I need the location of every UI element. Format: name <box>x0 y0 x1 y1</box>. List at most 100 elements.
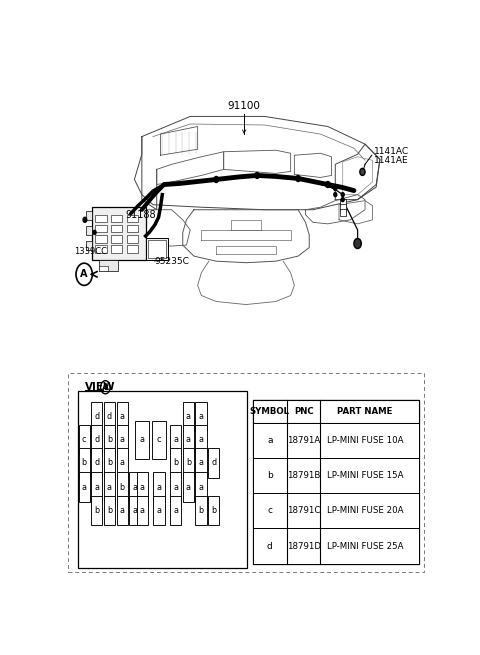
Text: SYMBOL: SYMBOL <box>250 407 290 416</box>
Circle shape <box>341 193 344 196</box>
Text: a: a <box>186 483 191 492</box>
FancyBboxPatch shape <box>104 472 115 502</box>
Text: 18791C: 18791C <box>287 506 320 515</box>
FancyBboxPatch shape <box>170 496 181 525</box>
Circle shape <box>296 176 300 181</box>
Text: a: a <box>132 483 137 492</box>
FancyBboxPatch shape <box>111 235 122 242</box>
FancyBboxPatch shape <box>91 402 102 431</box>
FancyBboxPatch shape <box>340 204 346 212</box>
FancyBboxPatch shape <box>117 402 128 431</box>
FancyBboxPatch shape <box>154 496 165 525</box>
FancyBboxPatch shape <box>96 235 107 242</box>
Text: a: a <box>199 458 204 468</box>
FancyBboxPatch shape <box>195 425 206 455</box>
Text: 18791A: 18791A <box>287 436 320 445</box>
Text: b: b <box>198 506 204 515</box>
FancyBboxPatch shape <box>99 266 108 271</box>
FancyBboxPatch shape <box>104 402 115 431</box>
Text: d: d <box>107 412 112 421</box>
FancyBboxPatch shape <box>86 226 92 235</box>
FancyBboxPatch shape <box>195 402 206 431</box>
FancyBboxPatch shape <box>170 425 181 455</box>
Text: a: a <box>156 506 161 515</box>
Text: b: b <box>82 458 87 468</box>
Circle shape <box>325 181 330 187</box>
Text: 91188: 91188 <box>125 210 156 220</box>
Text: 18791B: 18791B <box>287 471 320 480</box>
FancyBboxPatch shape <box>208 448 219 477</box>
FancyBboxPatch shape <box>91 472 102 502</box>
Text: a: a <box>199 412 204 421</box>
Text: 18791D: 18791D <box>287 542 321 551</box>
Text: a: a <box>120 506 125 515</box>
Text: c: c <box>267 506 272 515</box>
Text: a: a <box>82 483 87 492</box>
Text: b: b <box>94 506 99 515</box>
Text: a: a <box>173 506 178 515</box>
Text: a: a <box>120 458 125 468</box>
Circle shape <box>334 193 337 196</box>
FancyBboxPatch shape <box>129 496 140 525</box>
Text: b: b <box>107 458 112 468</box>
Text: PART NAME: PART NAME <box>337 407 393 416</box>
FancyBboxPatch shape <box>96 245 107 253</box>
Text: a: a <box>140 435 144 444</box>
FancyBboxPatch shape <box>117 448 128 477</box>
Text: a: a <box>156 483 161 492</box>
FancyBboxPatch shape <box>104 448 115 477</box>
FancyBboxPatch shape <box>117 472 128 502</box>
FancyBboxPatch shape <box>117 496 128 525</box>
FancyBboxPatch shape <box>170 472 181 502</box>
Text: b: b <box>173 458 178 468</box>
FancyBboxPatch shape <box>111 225 122 233</box>
Circle shape <box>354 238 361 248</box>
FancyBboxPatch shape <box>183 472 194 502</box>
Circle shape <box>214 176 218 183</box>
Text: A: A <box>102 383 109 392</box>
FancyBboxPatch shape <box>135 421 149 458</box>
Text: 1339CC: 1339CC <box>74 246 107 255</box>
FancyBboxPatch shape <box>208 496 219 525</box>
Circle shape <box>334 187 337 191</box>
Text: d: d <box>211 458 216 468</box>
FancyBboxPatch shape <box>183 402 194 431</box>
Text: 91100: 91100 <box>228 102 261 111</box>
Text: 1141AE: 1141AE <box>374 156 409 165</box>
Text: d: d <box>94 412 99 421</box>
FancyBboxPatch shape <box>170 448 181 477</box>
Text: a: a <box>140 483 144 492</box>
Text: VIEW: VIEW <box>85 383 116 392</box>
Text: a: a <box>199 483 204 492</box>
Text: b: b <box>211 506 216 515</box>
Text: c: c <box>156 435 161 444</box>
FancyBboxPatch shape <box>152 421 166 458</box>
Text: a: a <box>199 435 204 444</box>
Text: a: a <box>107 483 112 492</box>
FancyBboxPatch shape <box>148 240 166 257</box>
FancyBboxPatch shape <box>127 245 138 253</box>
FancyBboxPatch shape <box>79 472 90 502</box>
Text: a: a <box>173 483 178 492</box>
Text: a: a <box>267 436 273 445</box>
Circle shape <box>93 231 96 234</box>
Text: PNC: PNC <box>294 407 313 416</box>
FancyBboxPatch shape <box>92 207 145 260</box>
FancyBboxPatch shape <box>154 472 165 502</box>
Text: a: a <box>132 506 137 515</box>
FancyBboxPatch shape <box>340 209 346 216</box>
FancyBboxPatch shape <box>111 215 122 222</box>
FancyBboxPatch shape <box>129 472 140 502</box>
FancyBboxPatch shape <box>252 529 419 564</box>
FancyBboxPatch shape <box>252 422 419 458</box>
Text: c: c <box>82 435 86 444</box>
FancyBboxPatch shape <box>111 245 122 253</box>
Text: LP-MINI FUSE 10A: LP-MINI FUSE 10A <box>327 436 403 445</box>
FancyBboxPatch shape <box>91 496 102 525</box>
FancyBboxPatch shape <box>68 373 424 572</box>
Text: d: d <box>94 458 99 468</box>
FancyBboxPatch shape <box>195 472 206 502</box>
FancyBboxPatch shape <box>252 400 419 564</box>
Text: a: a <box>173 435 178 444</box>
Text: a: a <box>120 435 125 444</box>
